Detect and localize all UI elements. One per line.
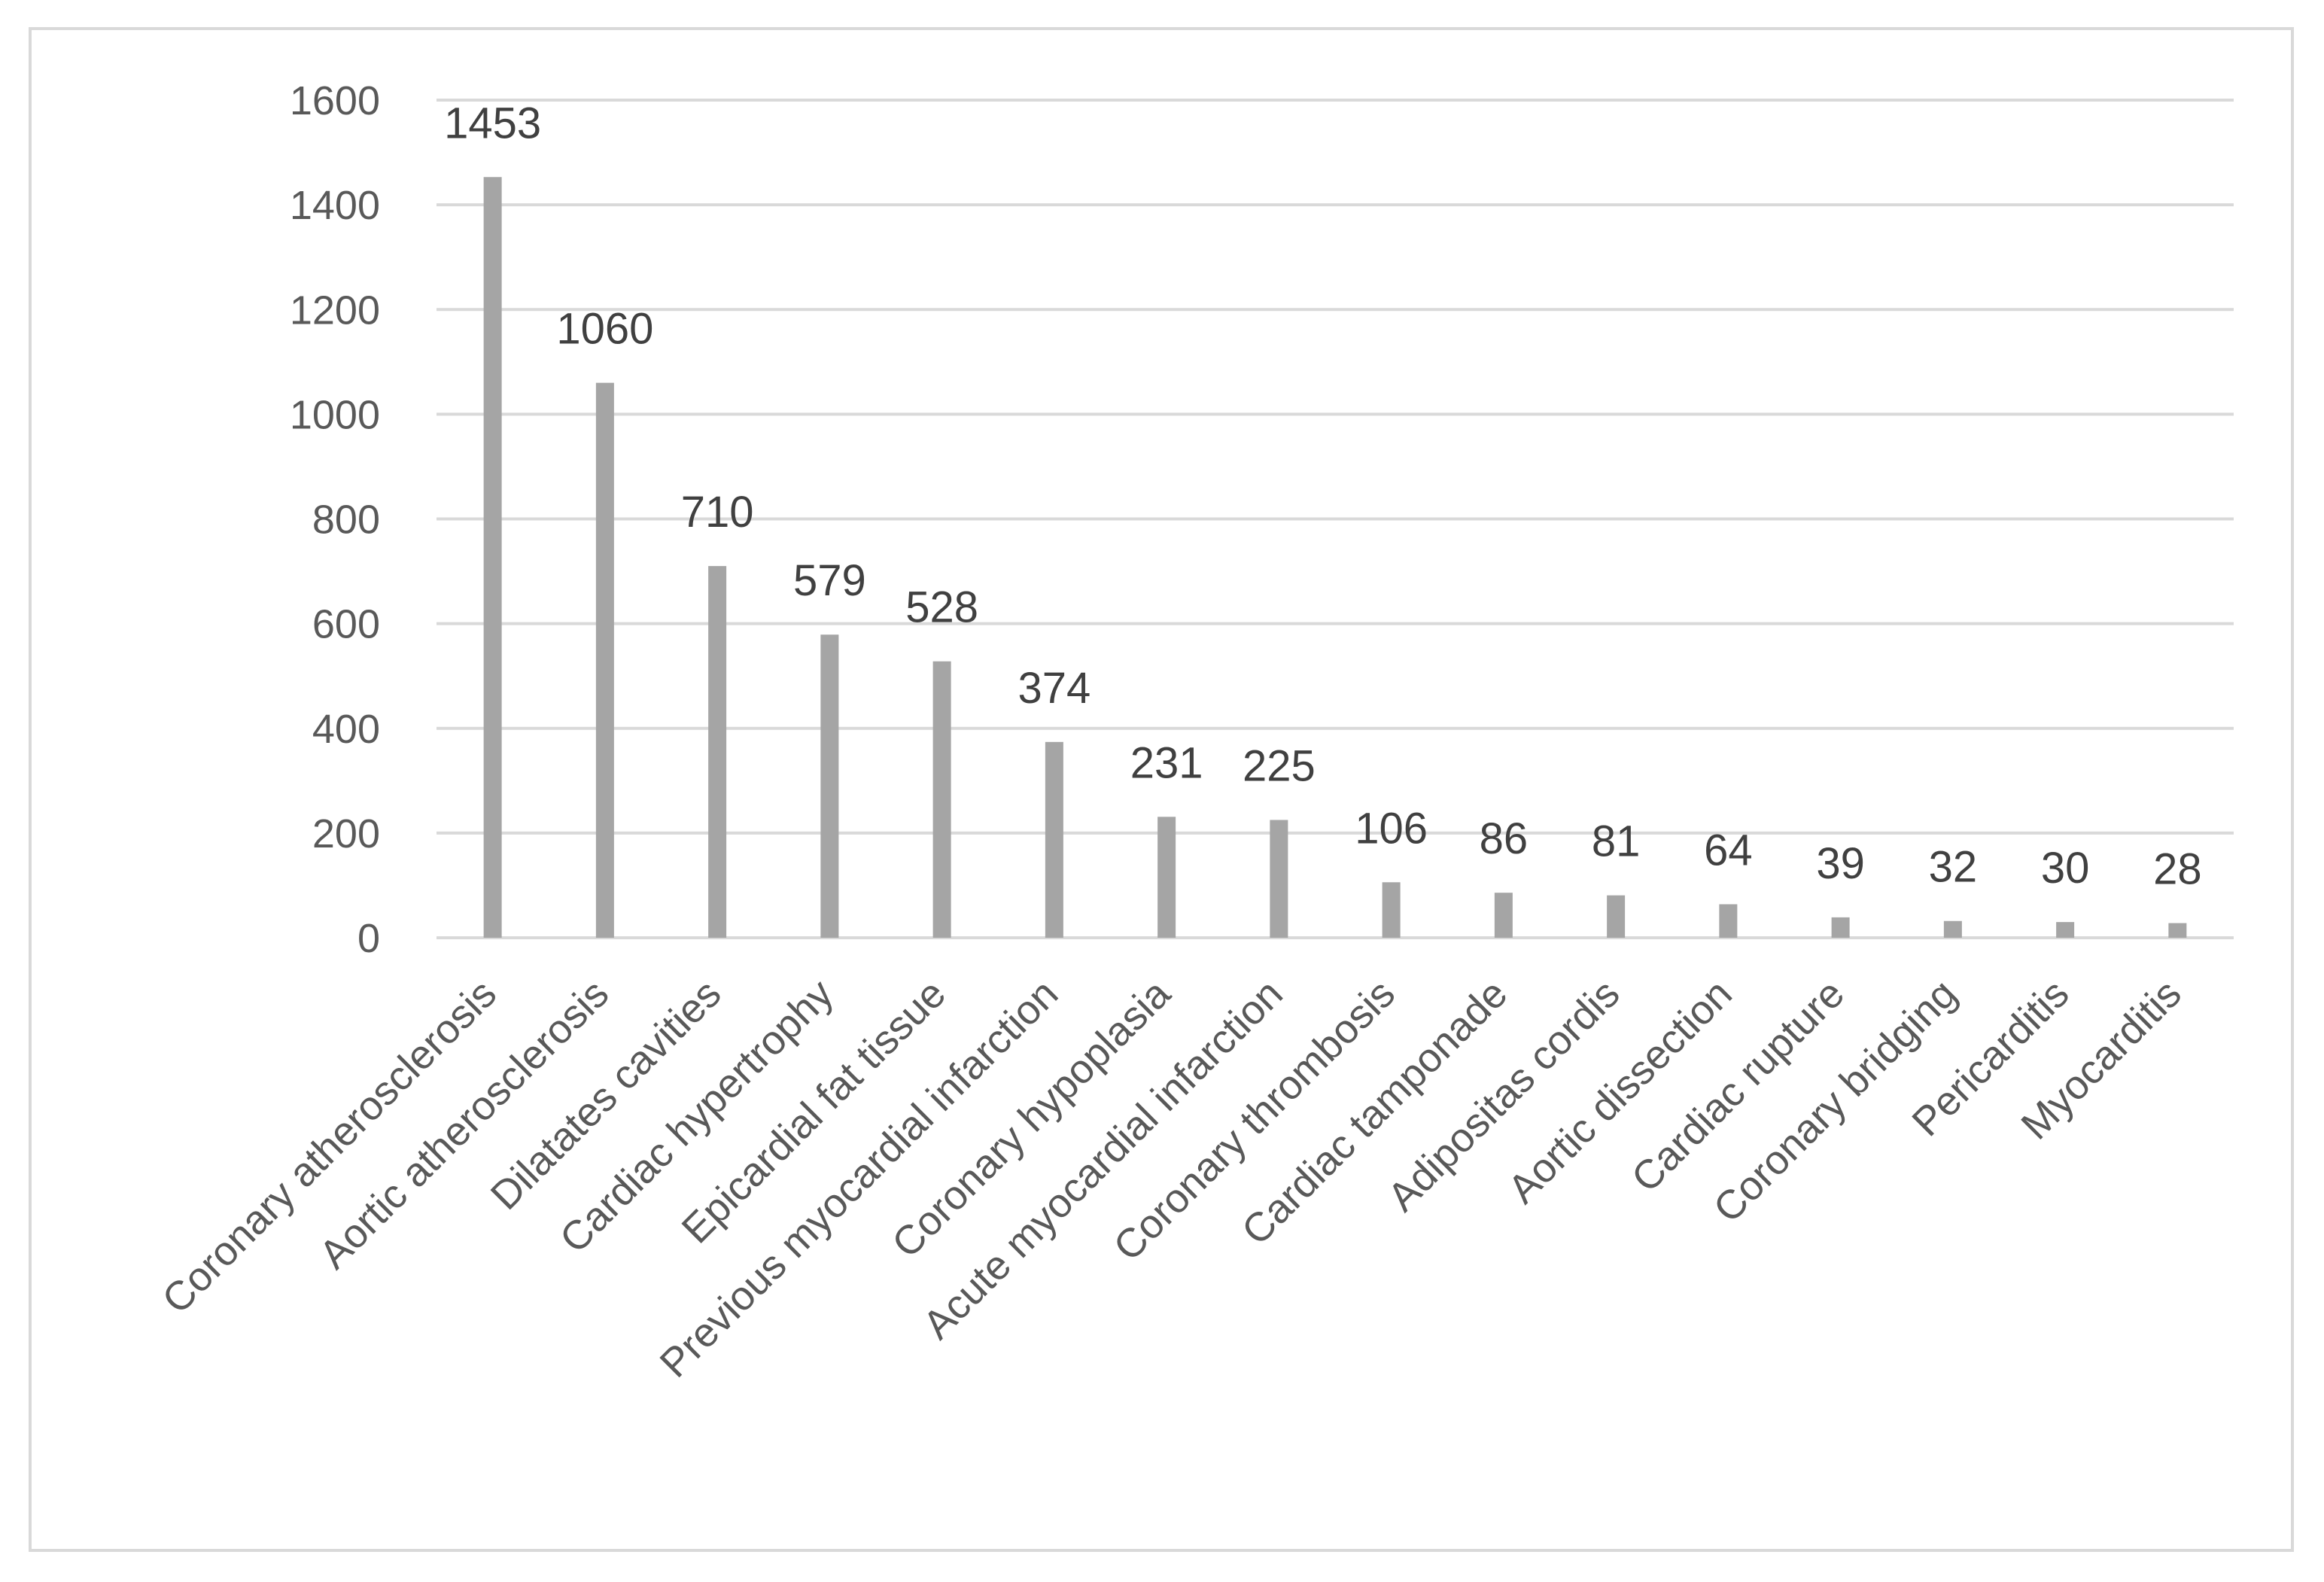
data-label: 225 xyxy=(1243,741,1316,790)
bar xyxy=(708,566,727,938)
bar xyxy=(1831,917,1850,938)
x-tick-label: Previous myocardial infarction xyxy=(652,971,1067,1386)
data-label: 106 xyxy=(1355,804,1428,853)
bar xyxy=(1270,820,1288,938)
data-label: 374 xyxy=(1018,664,1091,713)
data-label: 81 xyxy=(1592,817,1641,866)
data-label: 710 xyxy=(681,488,754,537)
chart-frame xyxy=(29,27,2294,1552)
y-tick-label: 1400 xyxy=(290,183,380,228)
bars xyxy=(483,177,2187,938)
bar xyxy=(2168,923,2187,938)
bar xyxy=(1382,882,1401,938)
bar xyxy=(1045,741,1063,938)
data-label: 86 xyxy=(1480,814,1529,863)
bar xyxy=(1943,920,1962,938)
y-tick-label: 400 xyxy=(312,707,380,752)
bar xyxy=(483,177,502,938)
y-tick-label: 1200 xyxy=(290,287,380,333)
y-tick-label: 200 xyxy=(312,811,380,856)
bar xyxy=(932,661,951,938)
y-tick-label: 1000 xyxy=(290,392,380,437)
bar xyxy=(1607,895,1626,938)
bar xyxy=(1494,893,1513,938)
data-label: 1060 xyxy=(556,305,653,354)
bar xyxy=(1157,817,1176,938)
data-label: 28 xyxy=(2153,845,2202,894)
data-label: 32 xyxy=(1929,843,1978,892)
bar xyxy=(1719,904,1738,938)
data-label: 39 xyxy=(1816,839,1865,888)
data-label: 30 xyxy=(2041,844,2090,893)
y-tick-label: 0 xyxy=(357,916,380,961)
y-tick-label: 800 xyxy=(312,497,380,543)
y-axis-ticks: 0 200 400 600 800 1000 1200 1400 1600 xyxy=(290,78,380,961)
data-label: 1453 xyxy=(444,99,541,148)
data-labels: 1453 1060 710 579 528 374 231 225 106 86 81 64 39 32 3… xyxy=(444,99,2202,893)
data-label: 231 xyxy=(1130,738,1203,787)
bar xyxy=(2056,922,2075,938)
data-label: 64 xyxy=(1704,826,1753,875)
data-label: 579 xyxy=(793,556,866,605)
gridlines xyxy=(437,99,2234,939)
y-tick-label: 600 xyxy=(312,602,380,647)
bar xyxy=(595,382,614,938)
data-label: 528 xyxy=(905,583,978,632)
y-tick-label: 1600 xyxy=(290,78,380,123)
bar xyxy=(820,634,839,938)
